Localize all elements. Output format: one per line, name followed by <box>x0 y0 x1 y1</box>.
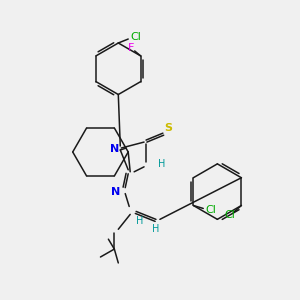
Text: Cl: Cl <box>131 32 142 42</box>
Text: N: N <box>110 144 119 154</box>
Text: N: N <box>111 187 120 196</box>
Text: H: H <box>136 216 144 226</box>
Text: Cl: Cl <box>206 206 217 215</box>
Text: H: H <box>158 159 166 169</box>
Text: Cl: Cl <box>224 210 235 220</box>
Text: S: S <box>164 123 172 133</box>
Text: F: F <box>128 43 134 53</box>
Text: H: H <box>152 224 160 234</box>
